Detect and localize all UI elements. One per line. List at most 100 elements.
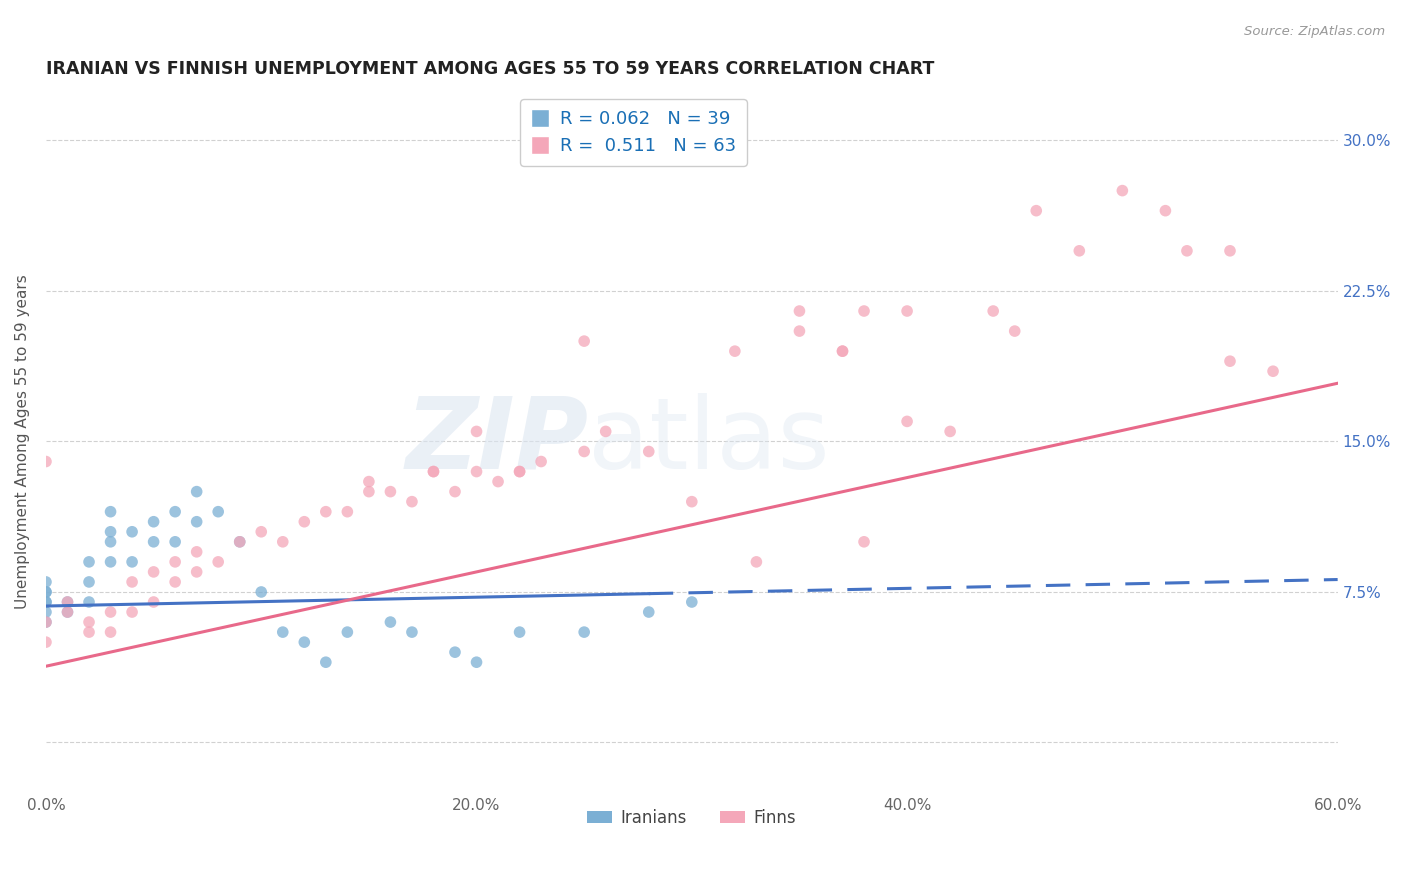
Point	[595, 425, 617, 439]
Point	[56, 605, 79, 619]
Point	[465, 425, 488, 439]
Point	[121, 574, 143, 589]
Point	[1154, 203, 1177, 218]
Point	[35, 615, 58, 629]
Point	[35, 585, 58, 599]
Point	[165, 534, 187, 549]
Point	[100, 534, 122, 549]
Point	[271, 534, 294, 549]
Point	[315, 505, 337, 519]
Point	[789, 324, 811, 338]
Point	[572, 444, 595, 458]
Point	[100, 625, 122, 640]
Point	[509, 465, 531, 479]
Point	[981, 304, 1004, 318]
Point	[250, 524, 273, 539]
Point	[745, 555, 768, 569]
Point	[77, 625, 100, 640]
Legend: Iranians, Finns: Iranians, Finns	[581, 802, 803, 833]
Point	[292, 515, 315, 529]
Point	[77, 555, 100, 569]
Point	[939, 425, 962, 439]
Point	[35, 635, 58, 649]
Point	[56, 595, 79, 609]
Text: atlas: atlas	[589, 393, 830, 490]
Point	[142, 515, 165, 529]
Point	[207, 505, 229, 519]
Point	[422, 465, 444, 479]
Point	[56, 605, 79, 619]
Point	[465, 655, 488, 669]
Point	[35, 615, 58, 629]
Point	[853, 304, 876, 318]
Y-axis label: Unemployment Among Ages 55 to 59 years: Unemployment Among Ages 55 to 59 years	[15, 274, 30, 609]
Point	[35, 574, 58, 589]
Point	[121, 555, 143, 569]
Text: Source: ZipAtlas.com: Source: ZipAtlas.com	[1244, 25, 1385, 38]
Point	[186, 484, 208, 499]
Point	[165, 574, 187, 589]
Point	[681, 494, 703, 508]
Point	[77, 615, 100, 629]
Point	[100, 505, 122, 519]
Point	[896, 414, 918, 428]
Point	[572, 625, 595, 640]
Point	[380, 484, 402, 499]
Point	[186, 545, 208, 559]
Point	[250, 585, 273, 599]
Point	[315, 655, 337, 669]
Point	[207, 555, 229, 569]
Point	[228, 534, 250, 549]
Point	[896, 304, 918, 318]
Point	[572, 334, 595, 348]
Point	[35, 454, 58, 468]
Point	[509, 625, 531, 640]
Point	[142, 595, 165, 609]
Point	[228, 534, 250, 549]
Point	[509, 465, 531, 479]
Point	[486, 475, 509, 489]
Point	[724, 344, 747, 359]
Point	[100, 524, 122, 539]
Point	[1111, 184, 1133, 198]
Point	[789, 304, 811, 318]
Point	[186, 515, 208, 529]
Point	[35, 595, 58, 609]
Point	[831, 344, 853, 359]
Point	[422, 465, 444, 479]
Point	[853, 534, 876, 549]
Point	[100, 605, 122, 619]
Point	[1025, 203, 1047, 218]
Point	[465, 465, 488, 479]
Point	[1004, 324, 1026, 338]
Point	[292, 635, 315, 649]
Point	[142, 534, 165, 549]
Point	[401, 625, 423, 640]
Point	[56, 595, 79, 609]
Point	[1175, 244, 1198, 258]
Point	[401, 494, 423, 508]
Point	[357, 484, 380, 499]
Point	[336, 625, 359, 640]
Point	[380, 615, 402, 629]
Point	[121, 605, 143, 619]
Point	[357, 475, 380, 489]
Point	[1069, 244, 1091, 258]
Point	[1219, 354, 1241, 368]
Point	[530, 454, 553, 468]
Point	[77, 595, 100, 609]
Point	[444, 484, 467, 499]
Point	[165, 555, 187, 569]
Point	[35, 605, 58, 619]
Point	[1219, 244, 1241, 258]
Point	[831, 344, 853, 359]
Point	[681, 595, 703, 609]
Text: ZIP: ZIP	[405, 393, 589, 490]
Point	[142, 565, 165, 579]
Point	[271, 625, 294, 640]
Point	[77, 574, 100, 589]
Text: IRANIAN VS FINNISH UNEMPLOYMENT AMONG AGES 55 TO 59 YEARS CORRELATION CHART: IRANIAN VS FINNISH UNEMPLOYMENT AMONG AG…	[46, 60, 935, 78]
Point	[637, 605, 659, 619]
Point	[35, 595, 58, 609]
Point	[186, 565, 208, 579]
